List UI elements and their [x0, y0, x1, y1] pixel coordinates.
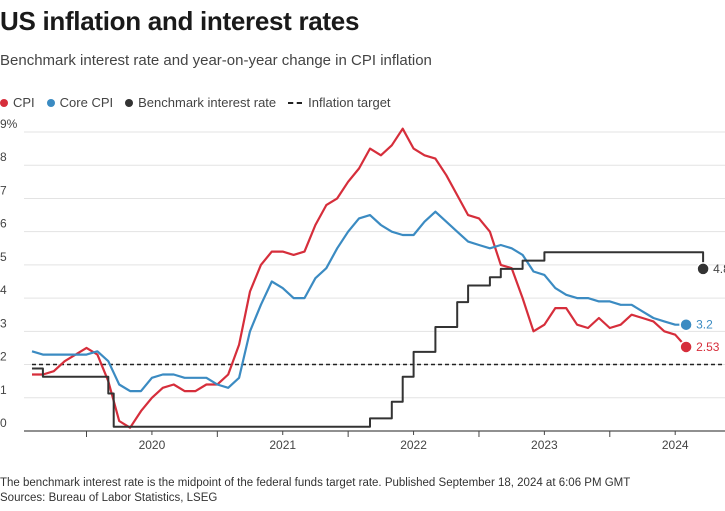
- legend-marker-inflation-target: [288, 101, 303, 104]
- y-tick-label: 4: [0, 283, 7, 297]
- legend-label-interest-rate: Benchmark interest rate: [138, 95, 277, 110]
- legend-marker-cpi: [0, 98, 8, 107]
- legend-marker-core-cpi: [46, 98, 55, 107]
- footnote: The benchmark interest rate is the midpo…: [0, 476, 630, 506]
- series-line-cpi: [32, 127, 687, 429]
- y-tick-label: 2: [0, 350, 7, 364]
- chart-legend: CPI Core CPI Benchmark interest rate Inf…: [0, 95, 403, 110]
- y-tick-label: 8: [0, 150, 7, 164]
- chart-title: US inflation and interest rates: [0, 6, 360, 36]
- line-chart: 0 1 2 3 4 5 6 7 8 9% 2020 2021 2022 2023 2024 2.53 3.2 4.…: [0, 118, 725, 452]
- end-value-label-core-cpi: 3.2: [696, 318, 713, 332]
- x-tick-label: 2020: [139, 438, 166, 452]
- series-line-benchmark-interest-rate: [32, 251, 705, 428]
- x-tick-label: 2021: [269, 438, 296, 452]
- chart-subtitle: Benchmark interest rate and year-on-year…: [0, 52, 432, 69]
- x-tick-label: 2022: [400, 438, 427, 452]
- x-tick-label: 2024: [662, 438, 689, 452]
- end-marker-benchmark-interest-rate: [696, 262, 710, 276]
- legend-label-cpi: CPI: [13, 95, 35, 110]
- end-marker-core-cpi: [679, 317, 693, 332]
- legend-label-inflation-target: Inflation target: [308, 95, 391, 110]
- legend-item-interest-rate: Benchmark interest rate: [125, 95, 276, 110]
- footnote-note: The benchmark interest rate is the midpo…: [0, 477, 631, 489]
- legend-item-core-cpi: Core CPI: [46, 95, 114, 110]
- y-tick-label: 9%: [0, 118, 18, 131]
- y-tick-label: 3: [0, 316, 7, 330]
- legend-item-inflation-target: Inflation target: [288, 95, 391, 110]
- end-value-label-benchmark-interest-rate: 4.88: [713, 262, 725, 276]
- y-tick-label: 7: [0, 183, 7, 197]
- series-line-core-cpi: [31, 210, 687, 393]
- end-value-label-cpi: 2.53: [696, 340, 720, 354]
- footnote-source: Sources: Bureau of Labor Statistics, LSE…: [0, 492, 218, 504]
- legend-item-cpi: CPI: [0, 95, 35, 110]
- y-tick-label: 5: [0, 250, 7, 264]
- legend-marker-interest-rate: [125, 98, 134, 107]
- x-tick-label: 2023: [531, 438, 558, 452]
- end-marker-cpi: [679, 340, 693, 354]
- y-tick-label: 0: [0, 416, 7, 430]
- y-tick-label: 1: [0, 383, 7, 397]
- legend-label-core-cpi: Core CPI: [59, 95, 114, 110]
- y-tick-label: 6: [0, 217, 7, 231]
